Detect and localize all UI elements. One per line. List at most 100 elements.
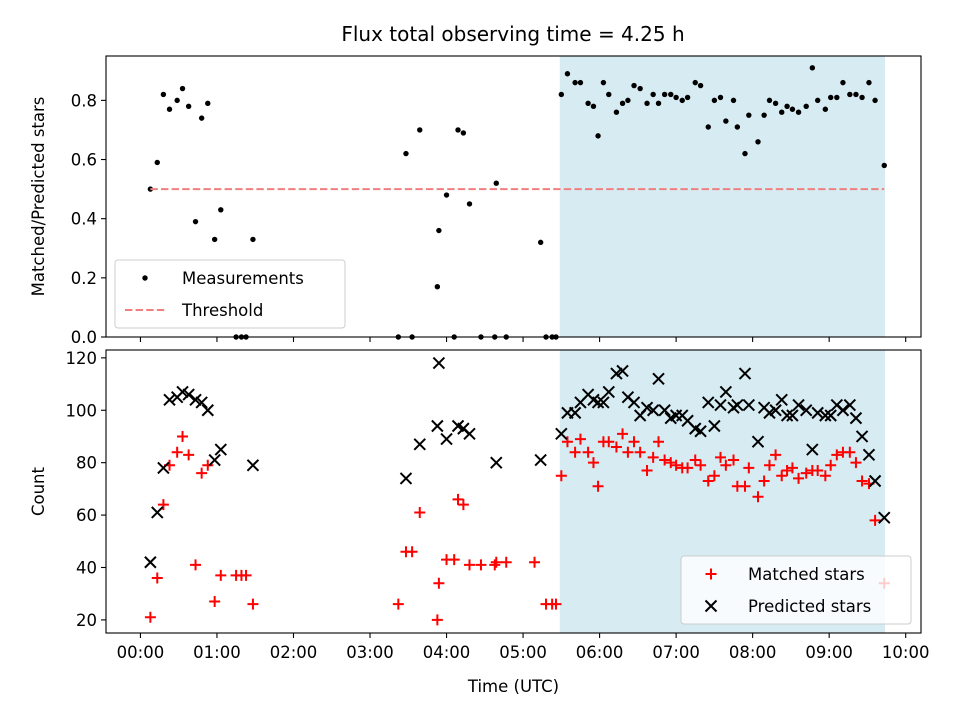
measurement-point: [734, 124, 741, 130]
measurement-point: [637, 85, 643, 92]
matched-star-marker: [763, 459, 775, 471]
matched-star-marker: [665, 457, 677, 469]
matched-star-marker: [670, 459, 682, 471]
matched-star-marker: [659, 454, 671, 466]
predicted-star-marker: [646, 404, 660, 417]
x-tick-label: 09:00: [805, 643, 853, 662]
matched-star-marker: [431, 614, 443, 626]
predicted-star-marker: [792, 398, 805, 412]
matched-star-marker: [689, 454, 701, 466]
measurement-point: [822, 106, 829, 112]
measurement-point: [809, 65, 816, 71]
predicted-star-marker: [144, 556, 157, 569]
predicted-star-marker: [658, 404, 671, 417]
matched-star-marker: [500, 556, 512, 568]
matched-star-marker: [850, 457, 862, 469]
matched-star-marker: [781, 465, 793, 477]
measurement-point: [585, 100, 591, 107]
predicted-star-marker: [399, 472, 413, 485]
shaded-region: [559, 56, 886, 337]
measurement-point: [417, 127, 423, 133]
matched-star-marker: [240, 569, 252, 581]
matched-star-marker: [171, 446, 183, 458]
axes-frame: [105, 55, 922, 338]
axes-frame: [105, 349, 922, 634]
measurement-point: [697, 82, 704, 89]
matched-star-marker: [752, 491, 764, 503]
predicted-star-marker: [806, 443, 819, 456]
matched-star-marker: [793, 472, 805, 484]
predicted-star-marker: [855, 430, 869, 443]
measurement-point: [174, 97, 180, 104]
legend-box: [680, 555, 912, 625]
measurement-point: [403, 150, 409, 157]
predicted-star-marker: [163, 393, 176, 406]
predicted-star-marker: [652, 372, 665, 386]
matched-star-marker: [183, 449, 195, 461]
x-tick-label: 04:00: [423, 643, 471, 662]
matched-star-marker: [392, 598, 404, 610]
measurement-point: [655, 100, 662, 107]
measurement-point: [679, 97, 685, 104]
matched-star-marker: [414, 506, 426, 518]
predicted-star-marker: [702, 396, 715, 409]
measurement-point: [746, 112, 752, 118]
measurement-point: [600, 79, 607, 86]
measurement-point: [789, 106, 796, 112]
measurement-point: [493, 180, 499, 186]
measurement-point: [443, 192, 450, 198]
measurement-point: [866, 79, 872, 86]
predicted-star-marker: [246, 459, 260, 472]
matched-star-marker: [641, 465, 653, 477]
measurement-point: [840, 79, 846, 86]
y-tick-label: 60: [76, 506, 97, 525]
measurement-point: [673, 94, 679, 101]
matched-star-marker: [856, 475, 868, 487]
x-tick-label: 03:00: [346, 643, 394, 662]
predicted-star-marker: [738, 367, 752, 380]
matched-star-marker: [247, 598, 259, 610]
matched-star-marker: [555, 470, 567, 482]
measurement-point: [211, 236, 218, 243]
measurement-point: [859, 94, 865, 101]
predicted-star-marker: [214, 443, 227, 456]
predicted-star-marker: [413, 438, 426, 451]
y-tick-label: 0.4: [71, 210, 97, 229]
predicted-star-marker: [862, 448, 876, 462]
matched-star-marker: [569, 446, 581, 458]
matched-star-marker: [610, 441, 622, 453]
matched-star-marker: [592, 480, 604, 492]
measurement-point: [434, 284, 441, 290]
x-tick-label: 06:00: [576, 643, 624, 662]
measurement-point: [650, 91, 656, 98]
predicted-star-marker: [463, 427, 476, 441]
measurement-point: [613, 109, 620, 115]
matched-star-marker: [825, 459, 837, 471]
matched-star-marker: [770, 449, 782, 461]
predicted-star-marker: [182, 388, 195, 401]
matched-star-marker: [800, 467, 812, 479]
measurement-point: [881, 162, 887, 169]
matched-star-marker: [215, 569, 227, 581]
measurement-point: [631, 82, 637, 89]
matched-star-marker: [550, 598, 562, 610]
measurement-point: [198, 115, 205, 121]
matched-star-marker: [786, 462, 798, 474]
measurement-point: [847, 91, 853, 98]
matched-star-marker: [758, 475, 770, 487]
matched-star-marker: [720, 459, 732, 471]
matched-star-marker: [144, 611, 156, 623]
predicted-star-marker: [836, 404, 850, 417]
x-tick-label: 05:00: [499, 643, 547, 662]
x-tick-label: 08:00: [729, 643, 777, 662]
matched-star-marker: [715, 451, 727, 463]
predicted-star-marker: [780, 409, 794, 422]
y-tick-label: 0.2: [71, 269, 97, 288]
measurement-point: [795, 109, 802, 115]
measurement-point: [218, 207, 224, 213]
matched-star-marker: [463, 559, 475, 571]
measurement-point: [827, 94, 834, 101]
y-tick-label: 0.8: [71, 91, 97, 110]
top-panel: 0.0 0.2 0.4 0.6 0.8 Matched/Predicted stars Me…: [29, 55, 922, 347]
matched-star-marker: [157, 499, 169, 511]
